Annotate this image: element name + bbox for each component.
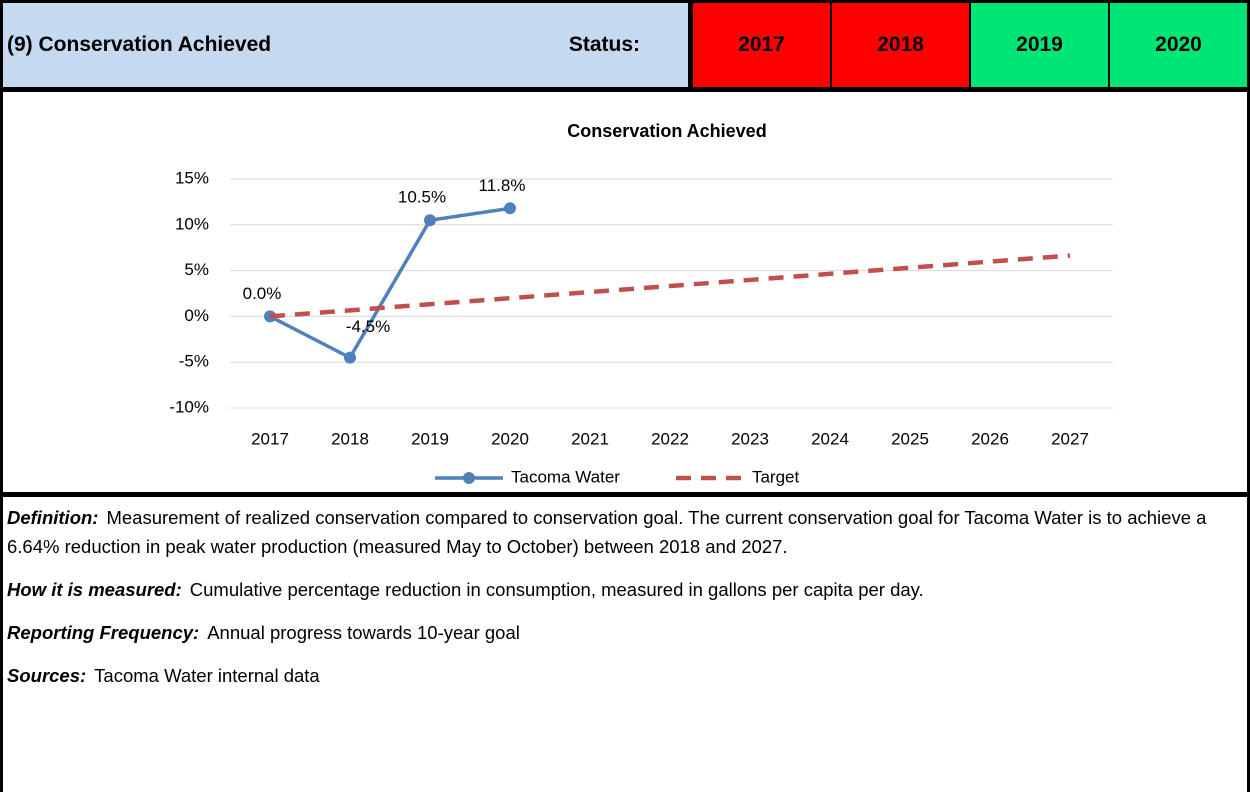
x-tick-label: 2027 [1051, 429, 1089, 448]
legend-marker [463, 472, 475, 484]
data-label: 0.0% [243, 284, 282, 303]
x-tick-label: 2017 [251, 429, 289, 448]
status-cell: 2019 [969, 3, 1108, 87]
point-marker [344, 351, 356, 364]
x-tick-label: 2022 [651, 429, 689, 448]
note: Sources: Tacoma Water internal data [7, 661, 1243, 690]
status-cell: 2020 [1108, 3, 1247, 87]
series-line [269, 253, 1071, 319]
note-text: Annual progress towards 10-year goal [207, 622, 520, 643]
note-text: Tacoma Water internal data [94, 665, 320, 686]
x-tick-label: 2019 [411, 429, 449, 448]
chart: Conservation Achieved -10% -5% 0% 5% 10% 15% 2… [3, 121, 1247, 497]
note-text: Measurement of realized conservation com… [7, 507, 1207, 557]
y-tick-label: 10% [175, 214, 209, 233]
y-tick-label: 0% [184, 306, 209, 325]
status-cell: 2018 [830, 3, 969, 87]
y-tick-label: -5% [179, 352, 209, 371]
note: Definition: Measurement of realized conse… [7, 503, 1243, 561]
note-label: How it is measured: [7, 579, 182, 600]
x-tick-label: 2018 [331, 429, 369, 448]
status-cell: 2017 [691, 3, 830, 87]
note: Reporting Frequency: Annual progress towa… [7, 618, 1243, 647]
x-tick-label: 2023 [731, 429, 769, 448]
x-tick-label: 2020 [491, 429, 529, 448]
note: How it is measured: Cumulative percentage… [7, 575, 1243, 604]
data-label: -4.5% [346, 317, 390, 336]
data-label: 10.5% [398, 188, 446, 207]
y-tick-label: 15% [175, 168, 209, 187]
note-label: Reporting Frequency: [7, 622, 200, 643]
legend-label: Target [752, 467, 800, 486]
x-tick-label: 2026 [971, 429, 1009, 448]
point-marker [424, 214, 436, 227]
x-tick-label: 2021 [571, 429, 609, 448]
point-marker [504, 202, 516, 215]
note-text: Cumulative percentage reduction in consu… [189, 579, 924, 600]
y-tick-label: 5% [184, 260, 209, 279]
header-title-cell: (9) Conservation Achieved Status: [3, 3, 691, 87]
header-title: (9) Conservation Achieved [7, 33, 272, 56]
x-tick-label: 2025 [891, 429, 929, 448]
y-tick-label: -10% [169, 397, 209, 416]
legend-label: Tacoma Water [511, 467, 620, 486]
series-line [269, 206, 511, 360]
header: (9) Conservation Achieved Status: 2017 20… [3, 0, 1247, 92]
note-label: Definition: [7, 507, 99, 528]
chart-title: Conservation Achieved [567, 121, 766, 141]
data-label: 11.8% [479, 176, 526, 195]
note-label: Sources: [7, 665, 87, 686]
status-label: Status: [568, 33, 640, 56]
notes: Definition: Measurement of realized conse… [3, 497, 1247, 690]
x-tick-label: 2024 [811, 429, 849, 448]
